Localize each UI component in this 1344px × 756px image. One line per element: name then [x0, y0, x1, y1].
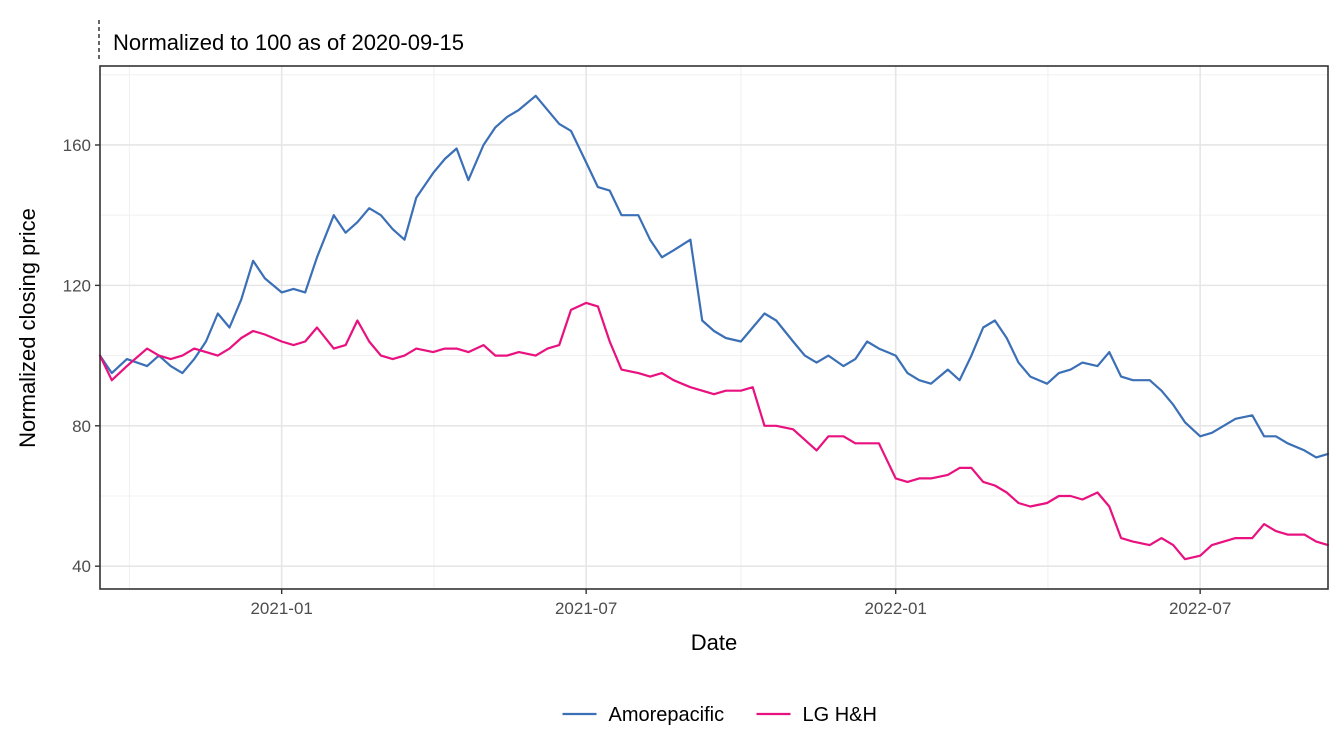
x-tick-label: 2021-07 — [555, 599, 617, 618]
plot-panel-border — [99, 65, 1329, 590]
series-line-0 — [98, 94, 1330, 459]
major-gridlines — [100, 66, 1328, 589]
series-lines — [98, 94, 1330, 561]
legend: Amorepacific LG H&H — [562, 704, 877, 726]
x-axis: 2021-01 2021-07 2022-01 2022-07 — [250, 589, 1231, 618]
legend-label-1: LG H&H — [803, 704, 877, 726]
y-tick-label: 160 — [63, 136, 91, 155]
y-axis: 40 80 120 160 — [63, 136, 100, 576]
y-tick-label: 80 — [72, 417, 91, 436]
x-axis-title: Date — [691, 630, 737, 655]
minor-gridlines — [100, 66, 1328, 589]
legend-label-0: Amorepacific — [609, 704, 725, 726]
y-tick-label: 120 — [63, 276, 91, 295]
x-tick-label: 2021-01 — [250, 599, 312, 618]
x-tick-label: 2022-07 — [1169, 599, 1231, 618]
y-tick-label: 40 — [72, 557, 91, 576]
x-tick-label: 2022-01 — [864, 599, 926, 618]
chart-subtitle: Normalized to 100 as of 2020-09-15 — [113, 30, 464, 55]
series-line-1 — [98, 301, 1330, 561]
y-axis-title: Normalized closing price — [15, 208, 40, 448]
